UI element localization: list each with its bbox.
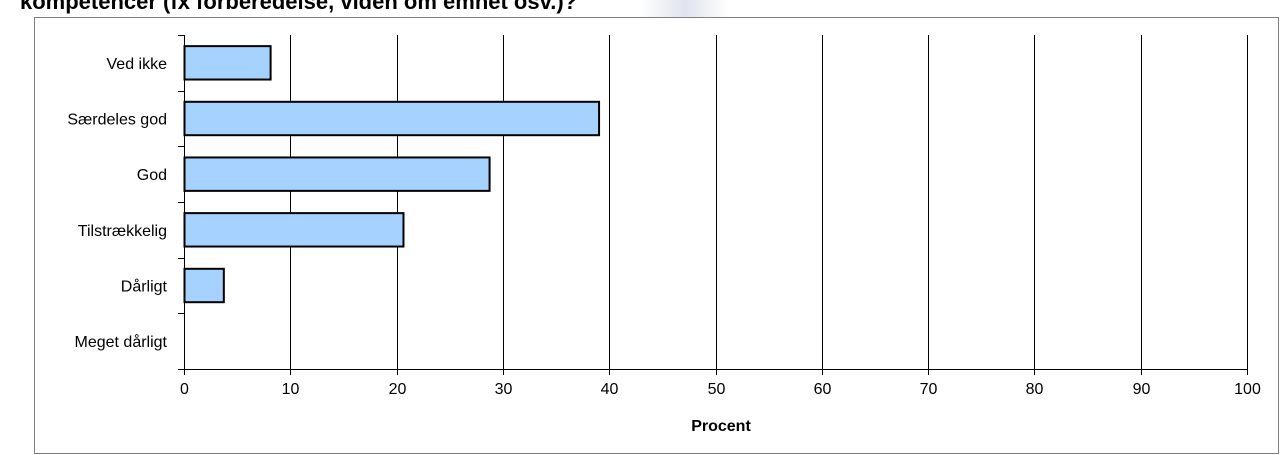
x-tick-label: 40	[601, 381, 619, 398]
category-label: God	[137, 167, 167, 184]
x-tick-label: 80	[1026, 381, 1044, 398]
x-tick-label: 90	[1133, 381, 1151, 398]
x-tick-label: 0	[180, 381, 189, 398]
x-tick-label: 60	[814, 381, 832, 398]
chart-title: kompetencer (fx forberedelse, viden om e…	[20, 0, 578, 14]
x-tick-label: 70	[920, 381, 938, 398]
gridlines	[290, 35, 1248, 369]
x-tick-label: 10	[282, 381, 300, 398]
bars	[183, 45, 601, 304]
bar	[183, 100, 601, 137]
bar	[183, 212, 405, 248]
category-label: Meget dårligt	[75, 333, 168, 351]
axes	[178, 35, 1248, 375]
x-tick-label: 20	[389, 381, 407, 398]
watermark-smudge	[640, 0, 730, 22]
category-label: Ved ikke	[107, 56, 168, 73]
bar	[183, 45, 272, 81]
category-label: Dårligt	[121, 278, 168, 296]
category-labels: Ved ikke Særdeles god God Tilstrækkelig Dårl…	[67, 56, 167, 351]
bar	[183, 156, 491, 192]
category-label: Særdeles god	[67, 112, 167, 129]
x-tick-label: 30	[495, 381, 513, 398]
x-tick-label: 100	[1234, 381, 1261, 398]
category-label: Tilstrækkelig	[78, 223, 167, 240]
x-tick-label: 50	[708, 381, 726, 398]
x-axis-title: Procent	[691, 418, 751, 435]
x-tick-labels: 0 10 20 30 40 50 60 70 80 90 100	[180, 381, 1261, 398]
bar	[183, 267, 225, 304]
